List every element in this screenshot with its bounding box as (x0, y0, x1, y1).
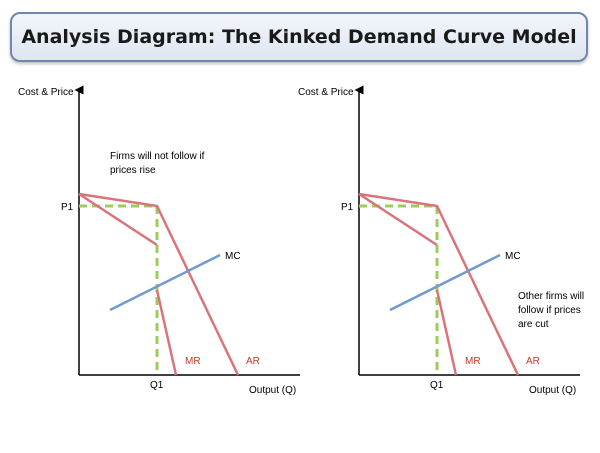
right-p1-label: P1 (341, 202, 354, 213)
right-q1-label: Q1 (430, 380, 444, 391)
right-mc-curve (389, 253, 501, 312)
right-ar-label: AR (526, 356, 540, 367)
left-mr-lower (155, 289, 178, 376)
left-ar-curve (78, 192, 240, 376)
left-ar-label: AR (246, 356, 260, 367)
right-annotation-line1: Other firms will (518, 291, 584, 302)
left-mr-upper (78, 192, 158, 247)
left-mr-label: MR (185, 356, 201, 367)
right-mr-upper (358, 192, 438, 247)
right-x-axis-label: Output (Q) (529, 385, 576, 396)
right-mc-label: MC (505, 251, 521, 262)
left-q1-label: Q1 (150, 380, 164, 391)
title-banner: Analysis Diagram: The Kinked Demand Curv… (10, 12, 588, 62)
left-annotation-line1: Firms will not follow if (110, 151, 205, 162)
left-x-axis-label: Output (Q) (249, 385, 296, 396)
left-mc-curve (109, 253, 221, 312)
right-mr-label: MR (465, 356, 481, 367)
page-title: Analysis Diagram: The Kinked Demand Curv… (21, 26, 577, 48)
right-y-axis-label: Cost & Price (298, 87, 354, 98)
right-mr-lower (435, 289, 458, 376)
left-annotation-line2: prices rise (110, 165, 156, 176)
right-ar-curve (358, 192, 520, 376)
right-annotation-line3: are cut (518, 319, 549, 330)
left-p1-label: P1 (61, 202, 74, 213)
left-mc-label: MC (225, 251, 241, 262)
left-y-axis-label: Cost & Price (18, 87, 74, 98)
right-panel: Cost & Price Output (Q) P1 Q1 MC MR AR O… (298, 85, 584, 396)
left-panel: Cost & Price Output (Q) P1 Q1 MC MR AR F… (18, 85, 300, 396)
right-annotation-line2: follow if prices (518, 305, 581, 316)
